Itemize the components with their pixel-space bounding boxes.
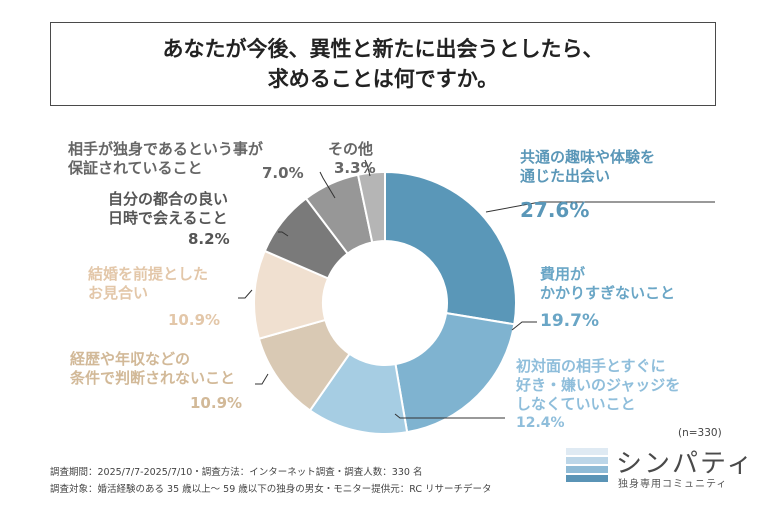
leader-line bbox=[278, 231, 289, 237]
data-label: 19.7% bbox=[540, 310, 599, 331]
label-text: 初対面の相手とすぐに bbox=[516, 357, 666, 375]
label-no-judge: 初対面の相手とすぐに 好き・嫌いのジャッジを しなくていいこと 12.4% bbox=[516, 357, 680, 433]
label-text: しなくていいこと bbox=[516, 394, 636, 413]
logo-name: シンパティ bbox=[616, 449, 755, 479]
data-label: 12.4% bbox=[516, 415, 565, 432]
label-single-guaranteed-value: 7.0% bbox=[262, 164, 304, 183]
leader-line bbox=[364, 159, 371, 177]
footer-survey-target: 調査対象：婚活経験のある 35 歳以上～ 59 歳以下の独身の男女・モニター提供… bbox=[50, 484, 492, 495]
label-text: 費用が bbox=[540, 265, 586, 283]
label-other: その他 3.3% bbox=[328, 140, 376, 178]
label-shared-hobby: 共通の趣味や体験を 通じた出会い 27.6% bbox=[520, 148, 655, 223]
label-text: 結婚を前提とした bbox=[88, 265, 209, 283]
footer-survey-period: 調査期間：2025/7/7-2025/7/10・調査方法：インターネット調査・調… bbox=[50, 467, 423, 478]
leader-line bbox=[485, 201, 715, 213]
data-label: 10.9% bbox=[168, 310, 221, 329]
logo-bar bbox=[566, 466, 608, 473]
label-text: お見合い bbox=[88, 283, 149, 302]
leader-line bbox=[319, 171, 336, 199]
leader-line bbox=[255, 373, 269, 385]
label-text: 保証されていること bbox=[68, 158, 203, 177]
data-label: 8.2% bbox=[188, 229, 230, 248]
data-label: 10.9% bbox=[190, 393, 243, 412]
chart-title: あなたが今後、異性と新たに出会うとしたら、 求めることは何ですか。 bbox=[50, 22, 716, 106]
logo-bar bbox=[566, 457, 608, 464]
label-convenient-time: 自分の都合の良い 日時で会えること 8.2% bbox=[108, 190, 230, 248]
donut-slice bbox=[356, 170, 386, 244]
label-no-conditions: 経歴や年収などの 条件で判断されないこと 10.9% bbox=[70, 350, 242, 412]
label-text: 相手が独身であるという事が bbox=[68, 140, 263, 158]
chart-title-line2: 求めることは何ですか。 bbox=[267, 67, 499, 91]
chart-title-line1: あなたが今後、異性と新たに出会うとしたら、 bbox=[162, 36, 604, 61]
label-low-cost: 費用が かかりすぎないこと 19.7% bbox=[540, 265, 675, 332]
donut-slice bbox=[394, 311, 516, 434]
logo-bar bbox=[566, 475, 608, 482]
label-text: かかりすぎないこと bbox=[540, 283, 676, 302]
data-label: 3.3% bbox=[334, 158, 376, 177]
label-text: 経歴や年収などの bbox=[70, 350, 191, 368]
leader-line bbox=[394, 413, 505, 419]
label-text: 条件で判断されないこと bbox=[70, 368, 236, 387]
sample-size: (n=330) bbox=[678, 427, 722, 439]
data-label: 7.0% bbox=[262, 164, 304, 182]
label-text: 自分の都合の良い bbox=[108, 190, 229, 208]
logo-bar bbox=[566, 448, 608, 455]
logo-tagline: 独身専用コミュニティ bbox=[618, 479, 728, 490]
label-text: 共通の趣味や体験を bbox=[520, 148, 656, 166]
leader-line bbox=[511, 321, 537, 331]
label-text: その他 bbox=[328, 140, 374, 158]
donut-slice bbox=[384, 170, 517, 326]
label-single-guaranteed: 相手が独身であるという事が 保証されていること bbox=[68, 140, 263, 178]
logo-mark bbox=[566, 448, 608, 484]
label-omiai: 結婚を前提とした お見合い 10.9% bbox=[88, 265, 220, 329]
leader-line bbox=[238, 289, 253, 299]
label-text: 好き・嫌いのジャッジを bbox=[516, 375, 681, 394]
data-label: 27.6% bbox=[520, 197, 590, 222]
label-text: 通じた出会い bbox=[520, 166, 611, 185]
label-text: 日時で会えること bbox=[108, 208, 228, 227]
